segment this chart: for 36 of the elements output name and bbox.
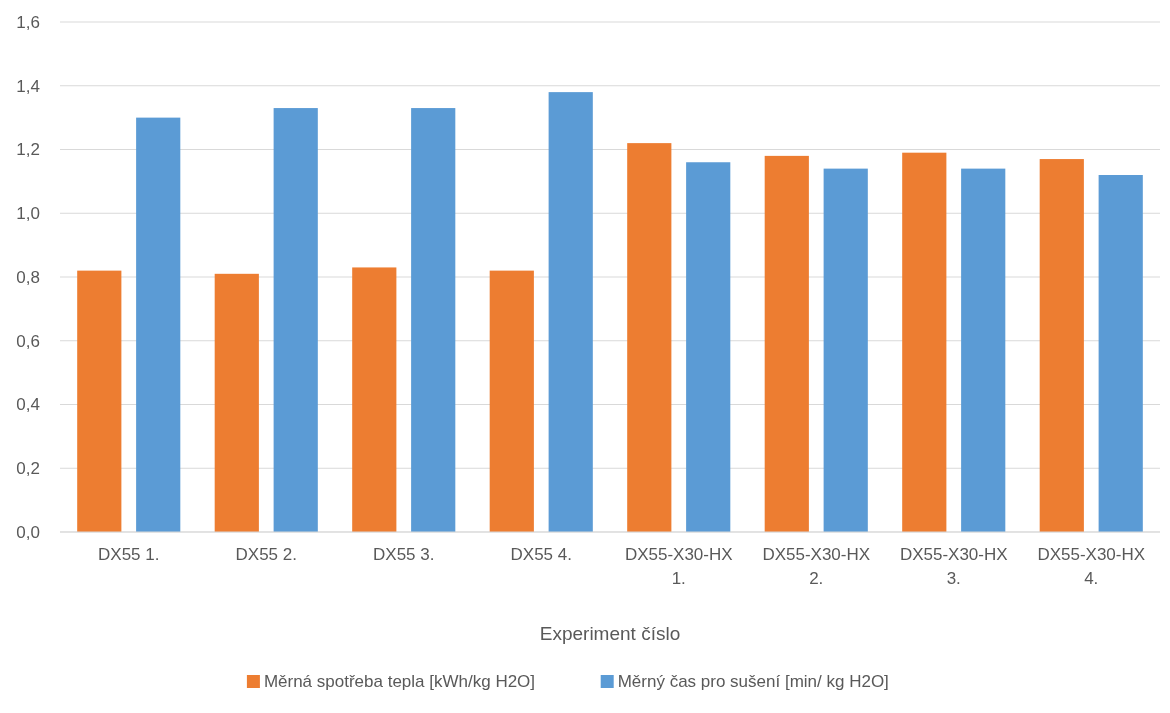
bar <box>902 152 947 532</box>
y-tick-label: 1,6 <box>16 12 40 32</box>
bar <box>214 273 259 532</box>
y-tick-label: 0,2 <box>16 459 40 479</box>
bar <box>548 92 593 532</box>
bar <box>764 155 809 532</box>
y-tick-label: 0,4 <box>16 395 40 415</box>
x-tick-label: DX55 1. <box>98 545 160 564</box>
bar <box>489 270 534 532</box>
bar <box>136 117 181 532</box>
y-tick-label: 0,0 <box>16 522 40 542</box>
x-tick-label: DX55 3. <box>373 545 435 564</box>
bar <box>1098 175 1143 532</box>
y-tick-label: 0,8 <box>16 267 40 287</box>
x-tick-label: DX55-X30-HX 1. <box>624 545 733 588</box>
bar <box>77 270 122 532</box>
bar <box>961 168 1006 532</box>
bar <box>273 108 318 532</box>
legend-label: Měrná spotřeba tepla [kWh/kg H2O] <box>263 672 536 691</box>
x-tick-label: DX55 2. <box>235 545 297 564</box>
y-tick-label: 1,2 <box>16 140 40 160</box>
bar <box>1039 159 1084 532</box>
bar <box>352 267 397 532</box>
x-tick-label: DX55 4. <box>510 545 572 564</box>
bar <box>411 108 456 532</box>
y-tick-label: 1,0 <box>16 204 40 224</box>
x-tick-label: DX55-X30-HX 2. <box>762 545 871 588</box>
y-tick-label: 1,4 <box>16 76 40 96</box>
x-tick-label: DX55-X30-HX 3. <box>899 545 1008 588</box>
bar <box>686 162 731 532</box>
legend-label: Měrný čas pro sušení [min/ kg H2O] <box>617 672 889 691</box>
bar <box>823 168 868 532</box>
x-tick-label: DX55-X30-HX 4. <box>1037 545 1146 588</box>
y-tick-label: 0,6 <box>16 331 40 351</box>
bar <box>627 143 672 532</box>
x-axis-title: Experiment číslo <box>539 623 681 644</box>
